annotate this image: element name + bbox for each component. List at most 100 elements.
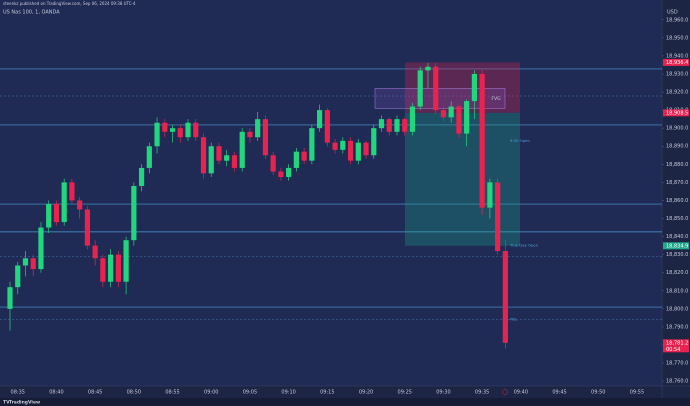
candle-body bbox=[30, 258, 36, 270]
level-note: True Day Open bbox=[509, 243, 539, 248]
fvg-box bbox=[374, 88, 506, 109]
price-label-box bbox=[663, 58, 689, 66]
y-tick-label: 18,860.0 bbox=[666, 198, 688, 204]
price-label-box bbox=[663, 109, 689, 117]
candle-body bbox=[471, 73, 477, 102]
candle-body bbox=[409, 106, 416, 132]
candle-body bbox=[394, 119, 400, 132]
candle-body bbox=[224, 155, 230, 161]
candle-body bbox=[162, 122, 168, 132]
price-label: 18,908.5 bbox=[666, 110, 688, 116]
candle-body bbox=[262, 119, 269, 156]
y-tick-label: 18,850.0 bbox=[666, 216, 688, 222]
x-tick-label: 09:10 bbox=[281, 390, 295, 396]
y-tick-label: 18,950.0 bbox=[666, 35, 688, 41]
candle-body bbox=[22, 258, 29, 266]
level-note: 9:30 Open bbox=[510, 138, 530, 143]
candle-body bbox=[317, 110, 323, 129]
candle-body bbox=[433, 66, 439, 111]
y-tick-label: 18,880.0 bbox=[666, 162, 688, 168]
candle-body bbox=[131, 185, 137, 241]
price-label-box bbox=[663, 242, 689, 250]
candle-body bbox=[309, 128, 315, 161]
candle-body bbox=[448, 106, 454, 118]
candle-body bbox=[293, 151, 299, 168]
candle-body bbox=[355, 142, 361, 161]
candle-body bbox=[200, 137, 207, 174]
y-tick-label: 18,900.0 bbox=[666, 126, 688, 132]
x-tick-label: 09:40 bbox=[514, 390, 528, 396]
candle-body bbox=[108, 254, 114, 282]
price-label-box bbox=[663, 339, 689, 347]
candle-body bbox=[464, 101, 470, 134]
y-tick-label: 18,960.0 bbox=[666, 17, 688, 23]
plot-area bbox=[0, 0, 662, 386]
countdown: 00:54 bbox=[666, 347, 680, 353]
candle-body bbox=[378, 119, 385, 129]
brand: TradingView bbox=[9, 400, 40, 406]
x-tick-label: 08:40 bbox=[49, 390, 63, 396]
candle-body bbox=[255, 119, 261, 138]
candle-body bbox=[402, 119, 408, 132]
candle-body bbox=[239, 131, 245, 168]
candle-body bbox=[208, 146, 214, 174]
candle-body bbox=[479, 73, 485, 208]
candle-body bbox=[340, 140, 346, 150]
x-tick-label: 09:45 bbox=[552, 390, 566, 396]
stop-zone bbox=[405, 62, 520, 113]
candle-body bbox=[193, 122, 199, 138]
candle-body bbox=[332, 142, 338, 150]
fvg-label: FVG bbox=[491, 96, 501, 102]
currency: USD bbox=[667, 10, 678, 16]
x-tick-label: 09:15 bbox=[320, 390, 334, 396]
event-icon[interactable] bbox=[502, 389, 508, 395]
candle-body bbox=[231, 155, 238, 168]
x-tick-label: 09:30 bbox=[436, 390, 450, 396]
candle-body bbox=[177, 128, 183, 138]
brand-logo: TV bbox=[3, 400, 10, 406]
y-tick-label: 18,760.0 bbox=[666, 379, 688, 385]
x-tick-label: 08:45 bbox=[88, 390, 102, 396]
candle-body bbox=[46, 204, 52, 228]
countdown-box bbox=[663, 346, 689, 353]
target-zone bbox=[405, 112, 520, 246]
candle-body bbox=[100, 258, 106, 282]
y-tick-label: 18,830.0 bbox=[666, 252, 688, 258]
y-tick-label: 18,770.0 bbox=[666, 361, 688, 367]
candle-body bbox=[169, 128, 176, 132]
y-tick-label: 18,870.0 bbox=[666, 180, 688, 186]
x-tick-label: 09:35 bbox=[475, 390, 489, 396]
publisher: steenkz published on TradingView.com, Se… bbox=[3, 1, 136, 6]
candle-body bbox=[440, 110, 447, 118]
candle-body bbox=[138, 167, 145, 186]
candle-body bbox=[61, 182, 67, 223]
candle-body bbox=[38, 227, 44, 270]
x-tick-label: 09:05 bbox=[243, 390, 257, 396]
candle-body bbox=[487, 182, 493, 208]
candle-body bbox=[363, 142, 369, 156]
y-tick-label: 18,940.0 bbox=[666, 53, 688, 59]
x-tick-label: 08:55 bbox=[165, 390, 179, 396]
footer bbox=[0, 398, 690, 406]
candle-body bbox=[115, 254, 121, 282]
price-label: 18,781.2 bbox=[666, 340, 688, 346]
y-tick-label: 18,820.0 bbox=[666, 270, 688, 276]
candle-body bbox=[324, 110, 330, 143]
candle-body bbox=[247, 131, 253, 138]
candle-body bbox=[301, 151, 307, 161]
candle-body bbox=[270, 155, 276, 172]
candle-body bbox=[123, 240, 129, 282]
candle-body bbox=[53, 204, 60, 223]
candle-body bbox=[347, 140, 354, 161]
candle-body bbox=[278, 171, 284, 177]
x-tick-label: 09:50 bbox=[591, 390, 605, 396]
candle-body bbox=[371, 128, 377, 156]
y-tick-label: 18,930.0 bbox=[666, 71, 688, 77]
y-tick-label: 18,810.0 bbox=[666, 288, 688, 294]
candle-body bbox=[216, 146, 222, 161]
candle-body bbox=[456, 106, 462, 134]
price-label: 18,834.9 bbox=[666, 243, 688, 249]
candle-body bbox=[286, 167, 292, 177]
candle-body bbox=[154, 122, 160, 147]
